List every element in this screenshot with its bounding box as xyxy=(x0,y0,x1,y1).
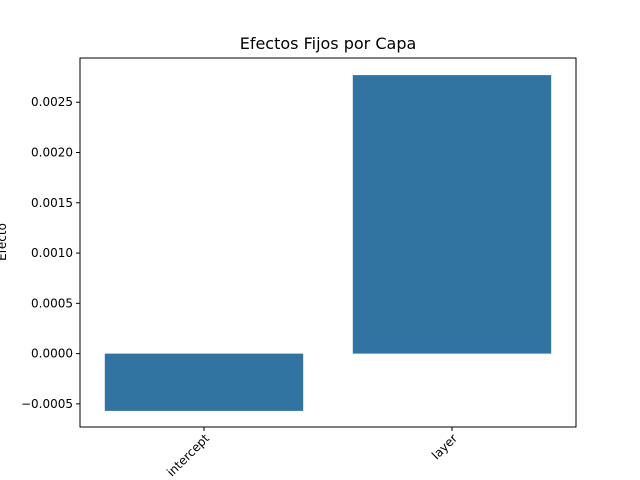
x-tick-label: intercept xyxy=(164,431,212,479)
chart-title: Efectos Fijos por Capa xyxy=(240,34,417,53)
y-tick-label: −0.0005 xyxy=(21,397,73,411)
y-tick-label: 0.0020 xyxy=(31,146,73,160)
bar-intercept xyxy=(104,353,304,411)
bar-layer xyxy=(352,75,552,354)
y-tick-label: 0.0005 xyxy=(31,296,73,310)
plot-frame xyxy=(79,57,577,428)
y-axis-label: Efecto xyxy=(0,223,9,261)
y-tick-label: 0.0025 xyxy=(31,95,73,109)
y-tick-label: 0.0000 xyxy=(31,347,73,361)
x-axis: intercept layer xyxy=(164,427,460,479)
y-axis: −0.0005 0.0000 0.0005 0.0010 0.0015 0.0020 0.0… xyxy=(21,95,80,411)
y-tick-label: 0.0015 xyxy=(31,196,73,210)
x-tick-label: layer xyxy=(429,431,460,462)
bars-group xyxy=(104,75,552,411)
y-tick-label: 0.0010 xyxy=(31,246,73,260)
